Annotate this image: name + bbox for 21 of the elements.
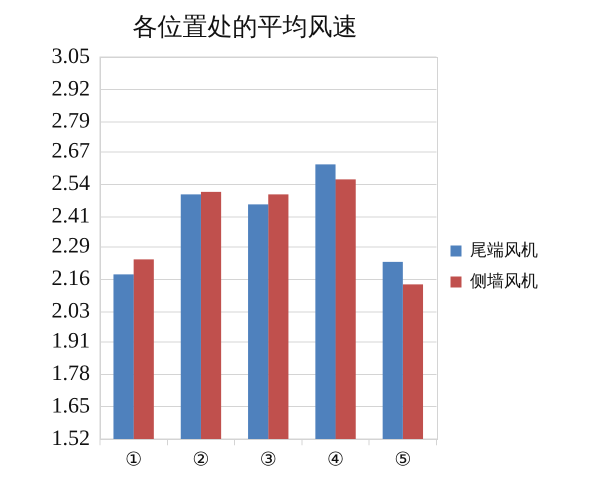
y-tick-label: 2.54 — [52, 170, 90, 196]
y-tick-label: 3.05 — [52, 42, 90, 68]
y-tick-label: 2.16 — [52, 265, 90, 290]
y-tick-label: 1.78 — [52, 360, 90, 386]
y-tick-label: 2.67 — [52, 138, 90, 163]
y-tick-label: 2.79 — [52, 108, 90, 133]
y-tick-label: 2.03 — [52, 298, 90, 323]
y-tick-label: 2.41 — [52, 202, 90, 228]
y-tick-label: 2.29 — [52, 232, 90, 258]
y-tick-label: 2.92 — [52, 75, 90, 100]
x-tick-label: ② — [192, 448, 210, 471]
x-tick-label: ① — [125, 448, 142, 471]
x-tick-label: ③ — [260, 448, 277, 471]
y-tick-label: 1.65 — [52, 392, 90, 418]
y-tick-label: 1.91 — [52, 328, 90, 353]
x-tick-label: ④ — [327, 448, 344, 471]
legend-label: 侧墙风机 — [470, 271, 538, 292]
legend-label: 尾端风机 — [470, 240, 538, 260]
x-tick-label: ⑤ — [394, 448, 412, 471]
y-tick-label: 1.52 — [52, 424, 90, 450]
chart-title: 各位置处的平均风速 — [132, 11, 358, 43]
